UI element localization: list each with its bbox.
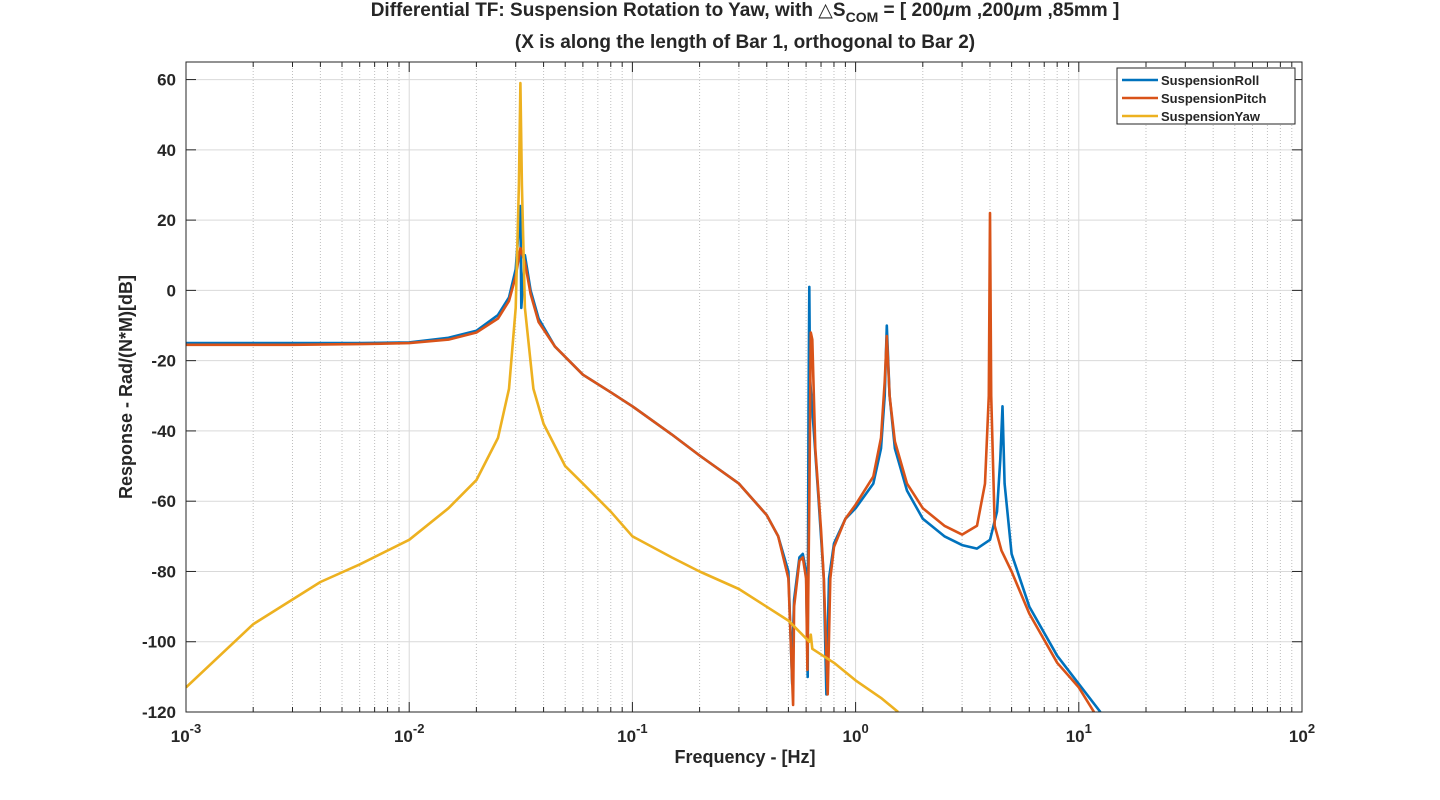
y-tick-label: -120 xyxy=(142,703,176,722)
legend-box xyxy=(1116,67,1296,125)
plot-area xyxy=(186,62,1302,712)
y-tick-label: 20 xyxy=(157,211,176,230)
series-line-SuspensionYaw xyxy=(186,81,899,712)
legend-label-SuspensionYaw: SuspensionYaw xyxy=(1161,109,1261,124)
legend: SuspensionRoll SuspensionPitch SuspensionY… xyxy=(1116,67,1296,125)
y-tick-labels: -120 -100 -80 -60 -40 -20 0 20 40 60 xyxy=(142,71,176,722)
grid-lines xyxy=(185,62,1303,713)
y-tick-label: -80 xyxy=(151,562,176,581)
x-tick-label: 102 xyxy=(1289,721,1315,746)
y-tick-label: -60 xyxy=(151,492,176,511)
x-axis-label: Frequency - [Hz] xyxy=(674,747,815,767)
y-tick-label: -100 xyxy=(142,633,176,652)
tick-marks xyxy=(185,62,1303,713)
y-tick-label: -40 xyxy=(151,422,176,441)
y-axis-label: Response - Rad/(N*M)[dB] xyxy=(116,275,136,499)
x-tick-label: 100 xyxy=(843,721,869,746)
series-line-SuspensionRoll xyxy=(186,204,1102,712)
chart-title-line1: Differential TF: Suspension Rotation to … xyxy=(371,0,1120,25)
legend-label-SuspensionRoll: SuspensionRoll xyxy=(1161,73,1259,88)
legend-label-SuspensionPitch: SuspensionPitch xyxy=(1161,91,1267,106)
y-tick-label: -20 xyxy=(151,352,176,371)
series-group xyxy=(186,81,1102,712)
x-tick-label: 10-1 xyxy=(617,721,647,746)
x-tick-label: 101 xyxy=(1066,721,1092,746)
x-tick-label: 10-3 xyxy=(171,721,201,746)
y-tick-label: 0 xyxy=(167,281,176,300)
axes-box xyxy=(185,61,1303,713)
y-tick-label: 40 xyxy=(157,141,176,160)
x-tick-labels: 10-3 10-2 10-1 100 101 102 xyxy=(171,721,1315,746)
chart-title-line2: (X is along the length of Bar 1, orthogo… xyxy=(515,32,975,53)
series-line-SuspensionPitch xyxy=(186,211,1096,712)
y-tick-label: 60 xyxy=(157,71,176,90)
x-tick-label: 10-2 xyxy=(394,721,424,746)
